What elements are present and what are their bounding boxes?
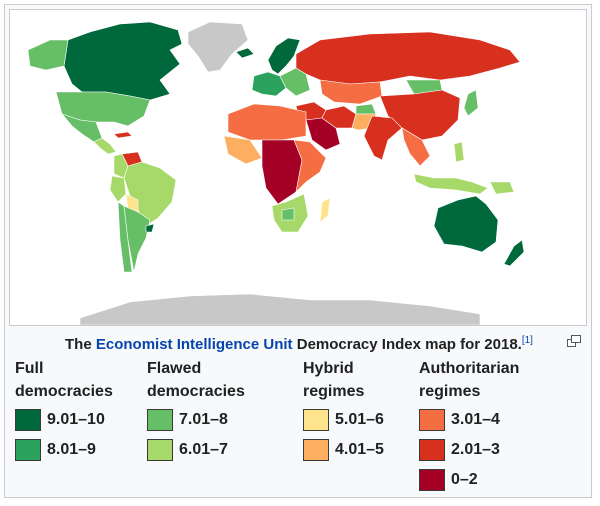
legend-group-flawed-democracies: Flawed democracies 7.01–8 6.01–7 [147, 357, 245, 465]
world-map-svg [10, 10, 586, 325]
region-western-europe[interactable] [251, 71, 287, 97]
legend-swatch [303, 439, 329, 461]
region-indonesia[interactable] [413, 173, 489, 195]
map-caption: The Economist Intelligence Unit Democrac… [5, 331, 593, 355]
region-greenland[interactable] [187, 21, 249, 73]
legend-label: 3.01–4 [451, 411, 500, 428]
region-botswana[interactable] [281, 207, 295, 221]
region-australia[interactable] [433, 195, 499, 253]
region-west-africa[interactable] [223, 135, 263, 165]
legend-label: 5.01–6 [335, 411, 384, 428]
legend-group-authoritarian-regimes: Authoritarian regimes 3.01–4 2.01–3 0–2 [419, 357, 519, 495]
legend-item: 2.01–3 [419, 435, 519, 465]
legend-item: 6.01–7 [147, 435, 245, 465]
region-scandinavia[interactable] [267, 37, 301, 75]
legend-swatch [15, 439, 41, 461]
caption-prefix: The [65, 336, 96, 353]
legend-group-full-democracies: Full democracies 9.01–10 8.01–9 [15, 357, 113, 465]
legend-label: 9.01–10 [47, 411, 105, 428]
caption-suffix: Democracy Index map for 2018. [292, 336, 522, 353]
legend-heading: Authoritarian regimes [419, 360, 520, 400]
legend-swatch [419, 439, 445, 461]
region-antarctica[interactable] [79, 293, 481, 325]
region-brazil[interactable] [123, 161, 177, 227]
legend-heading: Flawed democracies [147, 360, 245, 400]
region-peru[interactable] [109, 175, 127, 203]
legend-swatch [15, 409, 41, 431]
region-north-africa[interactable] [227, 103, 307, 141]
region-cuba[interactable] [113, 131, 133, 139]
region-japan[interactable] [463, 89, 479, 117]
legend-group-hybrid-regimes: Hybrid regimes 5.01–6 4.01–5 [303, 357, 384, 465]
region-new-zealand[interactable] [503, 239, 525, 267]
legend-swatch [419, 409, 445, 431]
region-kazakhstan[interactable] [319, 79, 383, 105]
enlarge-icon[interactable] [567, 335, 581, 347]
legend-heading: Hybrid regimes [303, 360, 365, 400]
legend-label: 0–2 [451, 471, 478, 488]
region-iceland[interactable] [235, 47, 255, 59]
legend-item: 0–2 [419, 465, 519, 495]
region-india[interactable] [363, 115, 403, 161]
region-east-africa[interactable] [293, 139, 327, 193]
legend-swatch [147, 409, 173, 431]
legend-item: 4.01–5 [303, 435, 384, 465]
legend-swatch [303, 409, 329, 431]
democracy-index-map[interactable] [9, 9, 587, 326]
legend-item: 9.01–10 [15, 405, 113, 435]
map-thumbnail: The Economist Intelligence Unit Democrac… [4, 4, 592, 498]
legend-item: 5.01–6 [303, 405, 384, 435]
caption-reference[interactable]: [1] [521, 335, 533, 346]
region-argentina[interactable] [123, 205, 151, 273]
legend-heading: Full democracies [15, 360, 113, 400]
legend-swatch [147, 439, 173, 461]
legend-label: 4.01–5 [335, 441, 384, 458]
caption-link-eiu[interactable]: Economist Intelligence Unit [95, 336, 293, 353]
region-philippines[interactable] [453, 141, 465, 163]
region-southeast-asia[interactable] [401, 127, 431, 167]
legend-label: 6.01–7 [179, 441, 228, 458]
legend-label: 7.01–8 [179, 411, 228, 428]
region-madagascar[interactable] [319, 197, 331, 223]
map-legend: Full democracies 9.01–10 8.01–9 Flawed d… [5, 357, 593, 497]
legend-item: 7.01–8 [147, 405, 245, 435]
legend-swatch [419, 469, 445, 491]
region-papua-new-guinea[interactable] [489, 181, 515, 195]
legend-item: 8.01–9 [15, 435, 113, 465]
legend-item: 3.01–4 [419, 405, 519, 435]
region-russia[interactable] [295, 31, 521, 85]
legend-label: 8.01–9 [47, 441, 96, 458]
region-central-america[interactable] [93, 137, 117, 155]
region-alaska[interactable] [27, 39, 69, 71]
region-uruguay[interactable] [145, 223, 155, 233]
region-canada[interactable] [63, 21, 183, 101]
legend-label: 2.01–3 [451, 441, 500, 458]
